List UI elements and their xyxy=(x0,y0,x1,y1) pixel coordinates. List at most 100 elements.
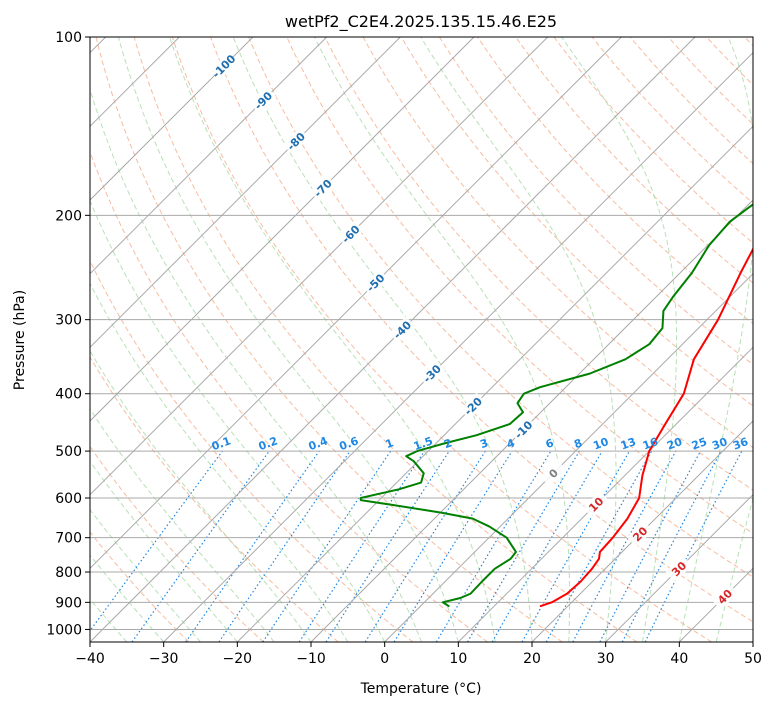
moist-adiabat xyxy=(90,349,312,642)
mixing-ratio-label: 3 xyxy=(478,436,490,451)
mixing-ratio-label: 0.4 xyxy=(307,434,330,453)
isotherm xyxy=(678,567,753,642)
isotherm xyxy=(90,37,254,201)
isotherm-label-bg xyxy=(362,269,389,297)
temperature-profile xyxy=(539,247,753,608)
mixing-ratio-label: 10 xyxy=(591,435,610,453)
moist-adiabat xyxy=(752,640,753,642)
mixing-ratio-line xyxy=(599,450,702,642)
moist-adiabat xyxy=(90,87,422,642)
x-tick-label: 20 xyxy=(523,651,541,667)
y-tick-label: 400 xyxy=(55,387,82,403)
mixing-ratio-label: 16 xyxy=(641,435,660,453)
mixing-ratio-lines xyxy=(90,450,743,642)
mixing-ratio-label: 0.6 xyxy=(338,434,361,453)
y-tick-label: 900 xyxy=(55,595,82,611)
mixing-ratio-label: 25 xyxy=(690,435,709,452)
mixing-ratio-line xyxy=(393,450,513,642)
x-tick-label: −10 xyxy=(296,651,326,667)
isotherm xyxy=(90,37,622,570)
isotherm-label-bg xyxy=(309,174,337,202)
isotherm-label-bg xyxy=(711,583,739,611)
moist-adiabat xyxy=(715,496,753,642)
isotherm-label-bg xyxy=(665,555,693,583)
isotherms xyxy=(90,37,753,642)
x-tick-label: 0 xyxy=(380,651,389,667)
isotherm-label-bg xyxy=(459,392,487,420)
moist-adiabat xyxy=(169,37,496,642)
y-tick-label: 800 xyxy=(55,565,82,581)
mixing-ratio-label: 0.1 xyxy=(210,434,233,453)
isotherm-label-bg xyxy=(249,87,277,114)
mixing-ratio-line xyxy=(545,450,653,642)
moist-adiabat xyxy=(420,37,617,642)
mixing-ratio-label: 6 xyxy=(544,436,556,451)
plot-frame xyxy=(89,36,754,643)
isotherm-label-bg xyxy=(509,416,537,444)
y-tick-label: 500 xyxy=(55,444,82,460)
isotherm-label-bg xyxy=(337,220,365,248)
x-axis: −40 −30 −20 −10 0 10 20 30 40 50 xyxy=(75,642,762,667)
mixing-ratio-label: 30 xyxy=(710,435,729,453)
mixing-ratio-line xyxy=(218,450,351,642)
isotherm-label: -100 xyxy=(210,52,239,81)
isotherm-label-bg xyxy=(539,459,567,487)
isotherm xyxy=(90,37,696,642)
chart-title: wetPf2_C2E4.2025.135.15.46.E25 xyxy=(285,12,557,32)
mixing-ratio-label: 0.2 xyxy=(257,434,280,453)
moist-adiabats xyxy=(90,37,753,642)
mixing-ratio-line xyxy=(572,450,677,642)
isotherm xyxy=(384,272,753,642)
mixing-ratio-line xyxy=(466,450,580,642)
dry-adiabat xyxy=(744,37,753,47)
dry-adiabat xyxy=(553,37,753,244)
isotherm xyxy=(752,641,753,642)
dry-adiabat xyxy=(286,37,753,534)
mixing-ratio-line xyxy=(90,450,223,632)
mixing-ratio-line xyxy=(644,450,743,642)
isotherm xyxy=(163,51,753,642)
dry-adiabats xyxy=(90,37,753,642)
mixing-ratio-line xyxy=(521,450,631,642)
mixing-ratio-label: 2 xyxy=(442,436,454,451)
mixing-ratio-line xyxy=(435,450,552,642)
dry-adiabat xyxy=(400,37,753,407)
x-tick-label: 50 xyxy=(744,651,762,667)
y-tick-label: 700 xyxy=(55,531,82,547)
dry-adiabat xyxy=(591,37,753,204)
mixing-ratio-line xyxy=(131,450,270,642)
dry-adiabat xyxy=(171,37,712,642)
mixing-ratio-line xyxy=(185,450,320,642)
dry-adiabat xyxy=(90,259,414,642)
isotherm-label-bg xyxy=(582,490,610,518)
isotherm xyxy=(90,37,328,275)
dry-adiabat xyxy=(90,150,488,642)
isotherm xyxy=(90,37,401,349)
mixing-ratio-label: 8 xyxy=(572,436,584,451)
x-tick-label: −20 xyxy=(223,651,253,667)
isotherm xyxy=(457,346,753,642)
mixing-ratio-label: 4 xyxy=(505,436,517,451)
dry-adiabat xyxy=(95,37,563,642)
moist-adiabat xyxy=(90,508,201,642)
y-tick-label: 1000 xyxy=(46,622,82,638)
isotherm xyxy=(310,199,753,642)
mixing-ratio-line xyxy=(298,450,425,642)
dry-adiabat xyxy=(668,37,753,125)
isotherm xyxy=(605,493,753,642)
moist-adiabat xyxy=(90,282,349,642)
x-tick-label: 10 xyxy=(449,651,467,667)
x-axis-label: Temperature (°C) xyxy=(360,681,482,697)
isotherm-label-bg xyxy=(210,52,238,80)
isotherm-label-bg xyxy=(418,360,446,388)
moist-adiabat xyxy=(90,460,238,642)
dry-adiabat xyxy=(133,37,638,642)
isotherm-label-bg xyxy=(388,316,416,344)
moist-adiabat xyxy=(90,408,275,642)
dry-adiabat xyxy=(477,37,753,325)
mixing-ratio-label: 1 xyxy=(384,436,396,451)
moist-adiabat xyxy=(678,37,753,642)
x-tick-label: 40 xyxy=(670,651,688,667)
